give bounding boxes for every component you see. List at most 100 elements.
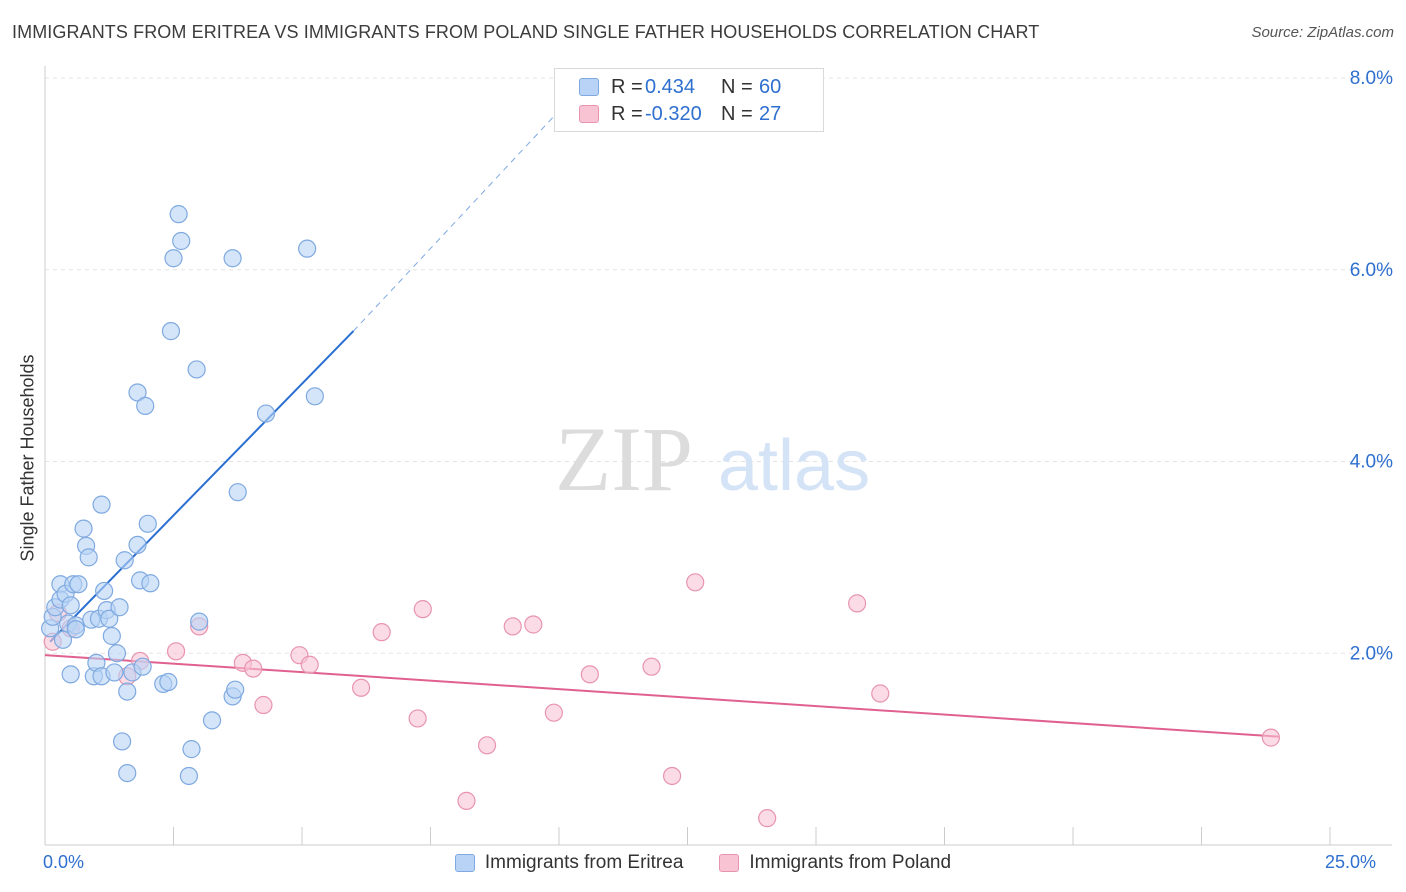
poland-point bbox=[1261, 728, 1280, 747]
eritrea-point bbox=[228, 483, 247, 502]
eritrea-point bbox=[95, 581, 114, 601]
y-tick-label: 4.0% bbox=[1350, 452, 1393, 473]
eritrea-point bbox=[118, 763, 137, 783]
eritrea-point bbox=[164, 249, 183, 268]
eritrea-point bbox=[69, 575, 88, 594]
eritrea-point bbox=[141, 574, 160, 593]
poland-point bbox=[352, 678, 371, 697]
y-tick-label: 6.0% bbox=[1350, 260, 1393, 281]
poland-point bbox=[300, 655, 319, 674]
poland-point bbox=[642, 657, 661, 676]
eritrea-point bbox=[128, 383, 147, 402]
poland-point bbox=[503, 617, 522, 636]
poland-point bbox=[544, 703, 563, 722]
legend-label-eritrea: Immigrants from Eritrea bbox=[484, 852, 684, 873]
eritrea-point bbox=[138, 514, 157, 533]
y-tick-label: 8.0% bbox=[1350, 68, 1393, 89]
grid-lines bbox=[45, 77, 1392, 654]
y-tick-label: 2.0% bbox=[1350, 643, 1393, 664]
eritrea-point bbox=[190, 612, 209, 631]
legend-label-poland: Immigrants from Poland bbox=[749, 852, 952, 873]
poland-point bbox=[848, 594, 867, 613]
axes bbox=[44, 66, 1392, 846]
data-points bbox=[41, 205, 1280, 828]
poland-point bbox=[372, 623, 391, 642]
poland-point bbox=[457, 791, 476, 810]
poland-point bbox=[254, 695, 273, 715]
legend-row-eritrea: R = 0.434 N = 60 bbox=[579, 74, 781, 100]
eritrea-point bbox=[128, 535, 147, 555]
eritrea-swatch bbox=[454, 854, 475, 872]
eritrea-point bbox=[115, 551, 134, 570]
eritrea-point bbox=[223, 249, 242, 268]
poland-point bbox=[408, 709, 427, 728]
eritrea-point bbox=[66, 620, 85, 639]
eritrea-point bbox=[161, 322, 181, 341]
legend-item-eritrea: Immigrants from Eritrea bbox=[454, 852, 684, 874]
eritrea-swatch bbox=[579, 78, 599, 96]
r-label: R = bbox=[611, 75, 643, 98]
eritrea-point bbox=[256, 404, 276, 423]
n-label: N = bbox=[721, 75, 753, 98]
legend-item-poland: Immigrants from Poland bbox=[719, 852, 951, 874]
correlation-legend: R = 0.434 N = 60 R = -0.320 N = 27 bbox=[554, 68, 824, 132]
eritrea-point bbox=[110, 598, 129, 617]
poland-point bbox=[758, 809, 777, 828]
y-tick-labels: 2.0% 4.0% 6.0% 8.0% bbox=[1350, 68, 1393, 664]
poland-point bbox=[871, 684, 890, 703]
eritrea-point bbox=[182, 740, 201, 759]
n-value: 27 bbox=[759, 102, 782, 125]
poland-point bbox=[662, 766, 682, 786]
eritrea-point bbox=[92, 495, 111, 514]
eritrea-point bbox=[61, 665, 80, 684]
eritrea-point bbox=[159, 672, 178, 692]
eritrea-trend-line bbox=[49, 330, 355, 643]
eritrea-point bbox=[202, 711, 222, 730]
n-value: 60 bbox=[759, 75, 782, 98]
eritrea-point bbox=[61, 596, 80, 615]
y-axis-label: Single Father Households bbox=[17, 354, 38, 562]
r-value: -0.320 bbox=[645, 102, 702, 125]
poland-point bbox=[166, 642, 186, 661]
watermark: ZIP atlas bbox=[555, 408, 870, 510]
eritrea-point bbox=[105, 663, 124, 682]
watermark-atlas: atlas bbox=[718, 426, 870, 506]
eritrea-point bbox=[172, 231, 191, 251]
eritrea-point bbox=[226, 680, 245, 699]
eritrea-point bbox=[179, 766, 199, 786]
watermark-zip: ZIP bbox=[555, 408, 693, 510]
eritrea-point bbox=[53, 630, 73, 649]
eritrea-point bbox=[136, 396, 155, 415]
x-tick-label-max: 25.0% bbox=[1325, 852, 1377, 872]
poland-swatch bbox=[719, 854, 740, 872]
eritrea-point bbox=[102, 626, 121, 646]
eritrea-point bbox=[107, 644, 127, 663]
eritrea-point bbox=[305, 387, 324, 406]
chart-title: IMMIGRANTS FROM ERITREA VS IMMIGRANTS FR… bbox=[12, 22, 1040, 42]
n-label: N = bbox=[721, 102, 753, 125]
poland-point bbox=[413, 600, 432, 619]
poland-point bbox=[477, 736, 497, 755]
x-tick-label-min: 0.0% bbox=[43, 852, 85, 872]
legend-row-poland: R = -0.320 N = 27 bbox=[579, 101, 781, 127]
r-value: 0.434 bbox=[645, 75, 696, 98]
eritrea-point bbox=[169, 205, 188, 224]
eritrea-point bbox=[133, 657, 152, 676]
poland-point bbox=[524, 615, 543, 634]
poland-point bbox=[686, 573, 705, 592]
poland-point bbox=[580, 665, 599, 684]
poland-point bbox=[244, 659, 263, 678]
poland-swatch bbox=[579, 105, 599, 123]
eritrea-point bbox=[112, 732, 132, 751]
eritrea-point bbox=[100, 609, 119, 628]
r-label: R = bbox=[611, 102, 643, 125]
eritrea-point bbox=[74, 519, 93, 538]
series-legend: Immigrants from Eritrea Immigrants from … bbox=[0, 852, 1406, 874]
eritrea-point bbox=[79, 548, 98, 567]
source-credit: Source: ZipAtlas.com bbox=[1251, 24, 1394, 41]
eritrea-point bbox=[118, 682, 137, 701]
eritrea-trend-extension bbox=[353, 116, 555, 332]
eritrea-point bbox=[187, 360, 206, 379]
eritrea-point bbox=[298, 239, 317, 258]
